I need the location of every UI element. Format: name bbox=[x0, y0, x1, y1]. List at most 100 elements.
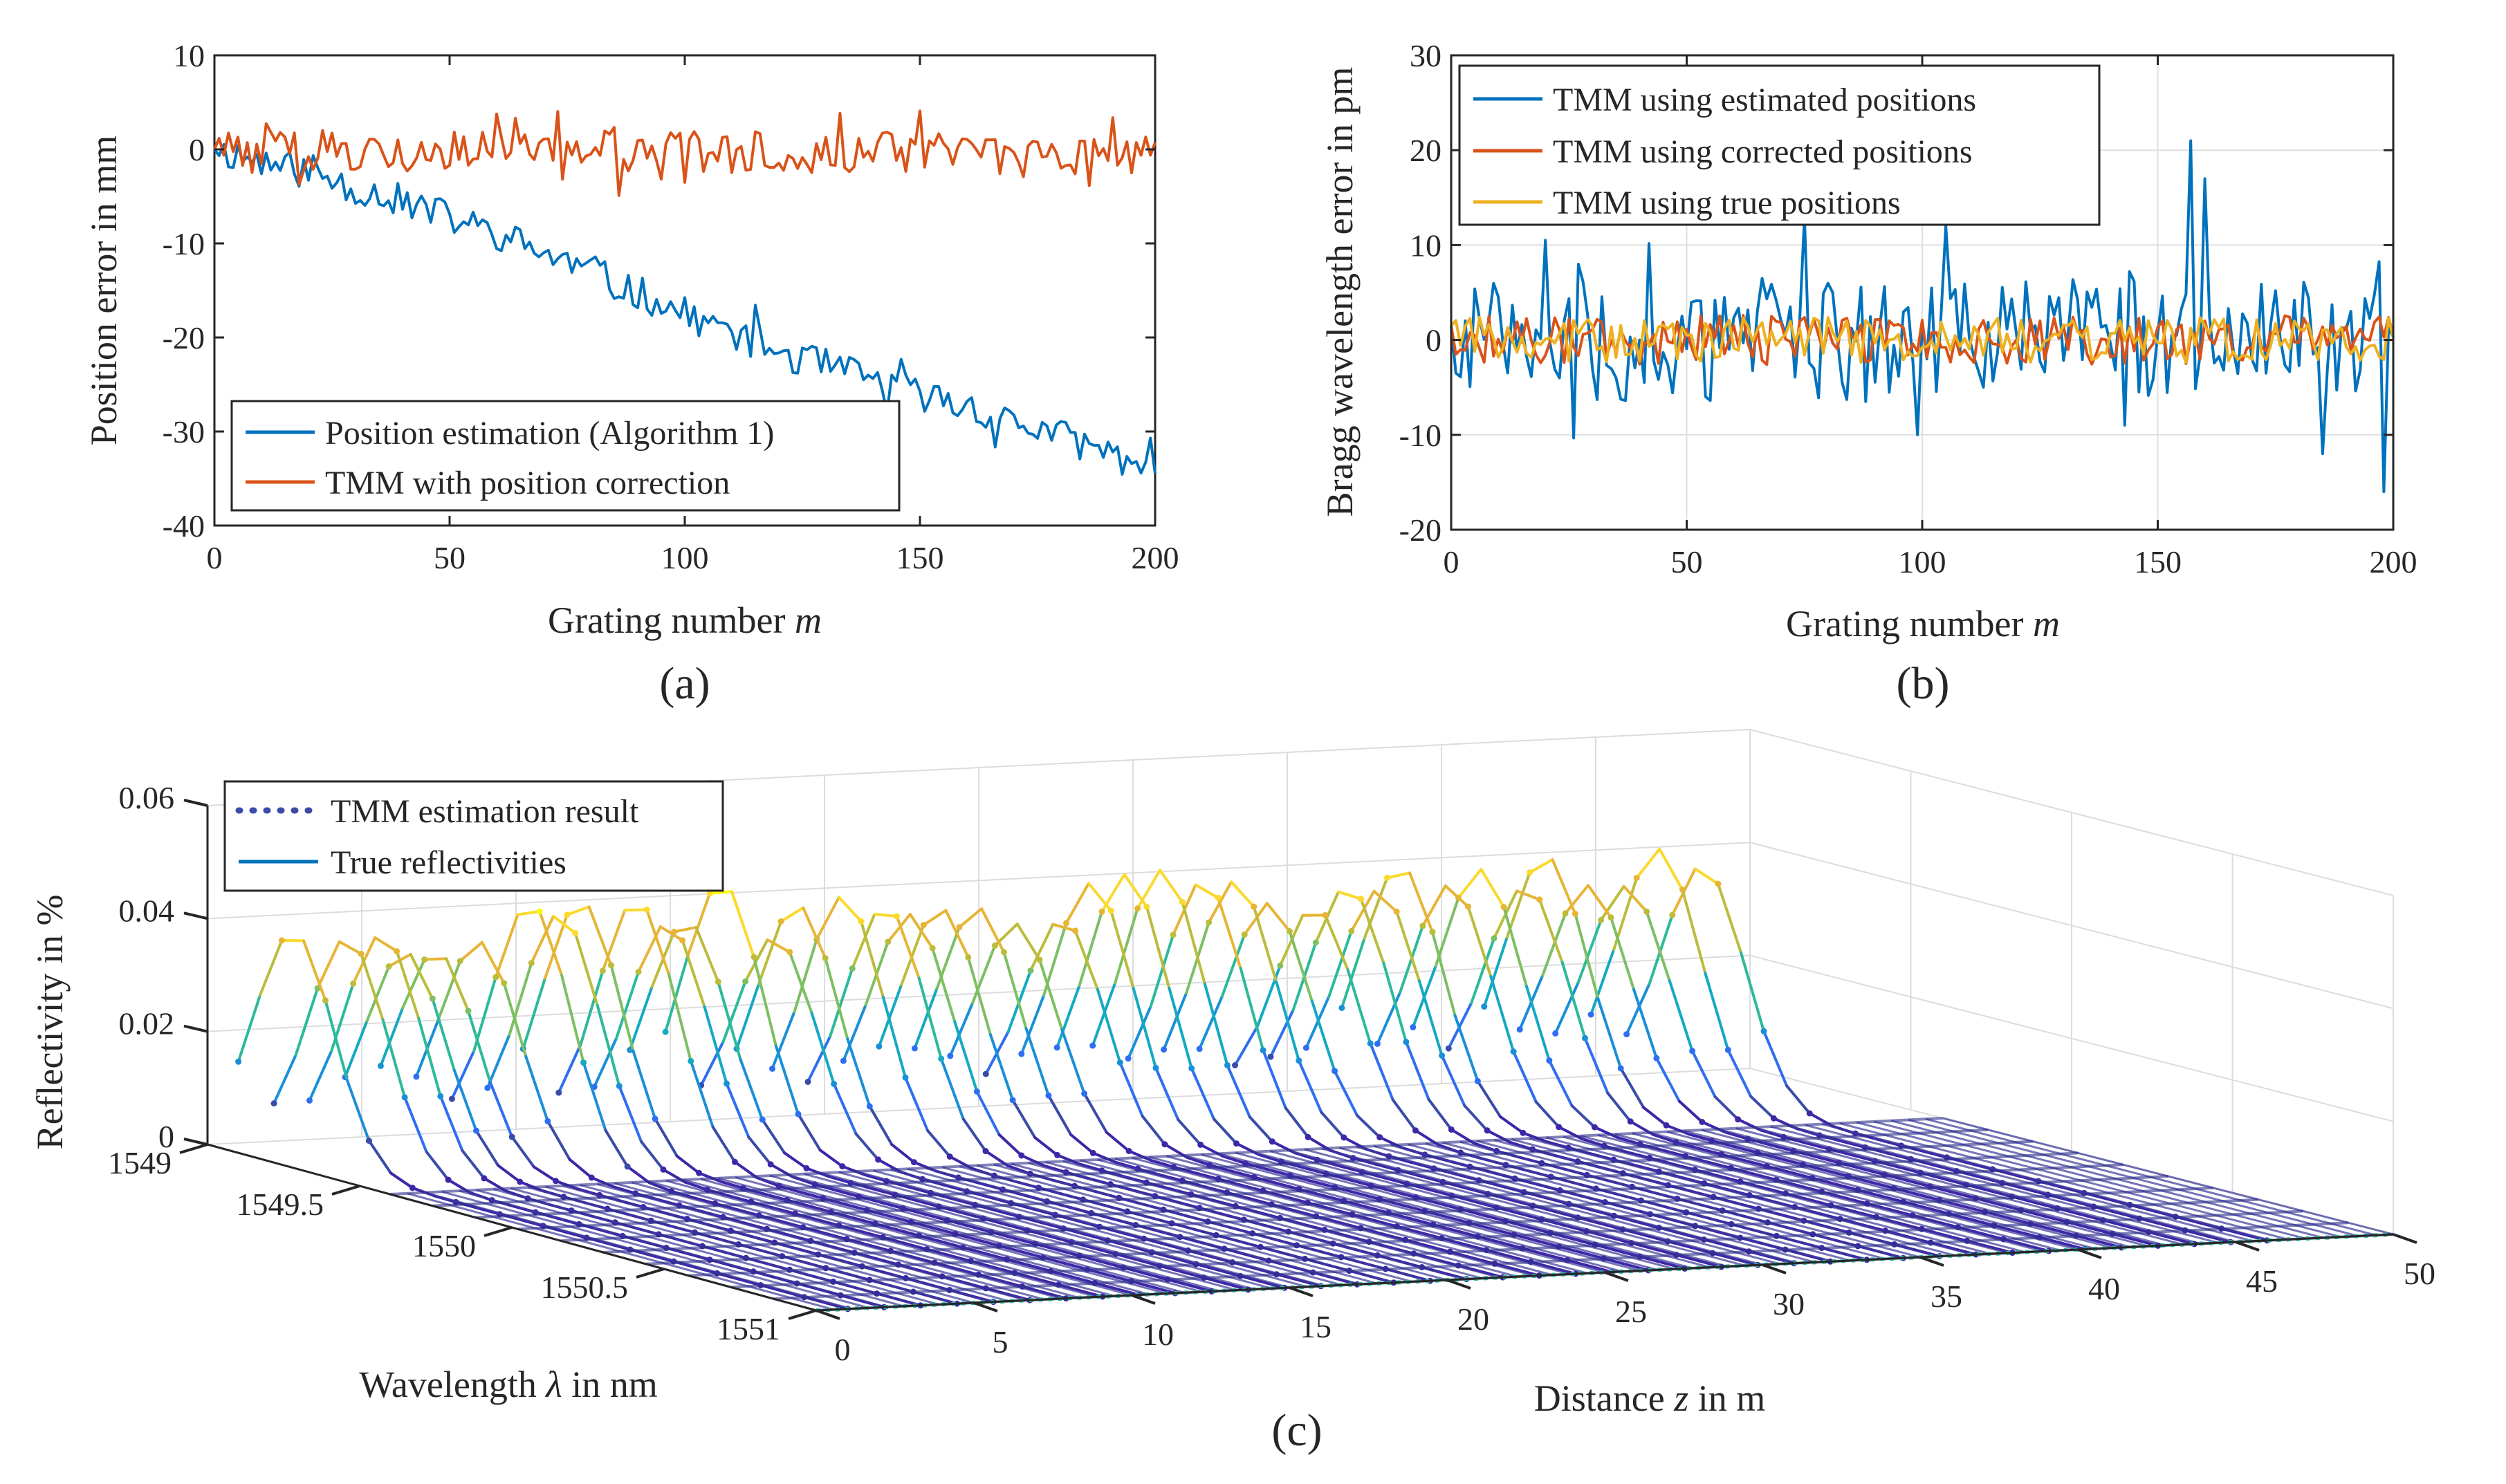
reflectivity-curve-segment bbox=[308, 1050, 333, 1102]
reflectivity-curve-segment bbox=[1190, 1066, 1216, 1121]
reflectivity-curve-segment bbox=[1198, 995, 1224, 1050]
reflectivity-curve-segment bbox=[452, 1068, 478, 1133]
reflectivity-curve-segment bbox=[1762, 1030, 1789, 1088]
tmm-estimation-point bbox=[1072, 927, 1079, 934]
reflectivity-curve-segment bbox=[1233, 1024, 1260, 1067]
reflectivity-curve-segment bbox=[1740, 951, 1765, 1033]
reflectivity-curve-segment bbox=[1162, 992, 1188, 1051]
tmm-estimation-point bbox=[1679, 887, 1686, 893]
reflectivity-curve-segment bbox=[365, 965, 391, 1023]
reflectivity-curve-segment bbox=[1807, 1198, 1832, 1207]
reflectivity-curve-segment bbox=[658, 925, 684, 942]
x-tick-label: 200 bbox=[2370, 544, 2417, 579]
reflectivity-curve-segment bbox=[694, 926, 720, 983]
reflectivity-curve-segment bbox=[1186, 1156, 1211, 1167]
reflectivity-curve-segment bbox=[1337, 890, 1363, 900]
reflectivity-curve-segment bbox=[587, 905, 613, 967]
reflectivity-curve-segment bbox=[2088, 1226, 2114, 1236]
reflectivity-curve-segment bbox=[1619, 1066, 1646, 1109]
reflectivity-curve-segment bbox=[1064, 1262, 1089, 1271]
tmm-estimation-point bbox=[1251, 903, 1257, 910]
reflectivity-curve-segment bbox=[1445, 1215, 1471, 1225]
reflectivity-curve-segment bbox=[1426, 1244, 1452, 1254]
reflectivity-curve-segment bbox=[1693, 867, 1720, 886]
reflectivity-curve-segment bbox=[711, 1125, 737, 1164]
wavelength-tick-mark bbox=[788, 1309, 817, 1320]
tmm-estimation-point bbox=[599, 967, 606, 974]
reflectivity-curve-segment bbox=[1979, 1232, 2005, 1241]
panel-c-zlabel: Reflectivity in % bbox=[29, 895, 71, 1150]
x-tick-label: 200 bbox=[1132, 540, 1179, 575]
reflectivity-curve-segment bbox=[502, 981, 528, 1058]
reflectivity-curve-segment bbox=[401, 958, 426, 1010]
reflectivity-curve-segment bbox=[788, 950, 813, 1014]
reflectivity-curve-segment bbox=[1123, 873, 1148, 909]
distance-tick-mark bbox=[1762, 1263, 1787, 1274]
reflectivity-curve-segment bbox=[694, 1265, 719, 1275]
distance-tick-mark bbox=[1131, 1294, 1156, 1305]
reflectivity-curve-segment bbox=[2043, 1214, 2068, 1224]
reflectivity-curve-segment bbox=[1409, 1217, 1435, 1226]
tmm-estimation-point bbox=[1322, 911, 1329, 918]
reflectivity-curve-segment bbox=[1788, 1171, 1814, 1180]
reflectivity-curve-segment bbox=[1454, 1229, 1480, 1239]
reflectivity-curve-segment bbox=[1029, 922, 1055, 972]
reflectivity-curve-segment bbox=[1136, 1259, 1161, 1268]
reflectivity-curve-segment bbox=[1997, 1203, 2023, 1212]
reflectivity-curve-segment bbox=[1547, 1059, 1574, 1108]
reflectivity-curve-segment bbox=[851, 913, 876, 970]
reflectivity-curve-segment bbox=[1834, 1182, 1859, 1191]
tmm-estimation-point bbox=[1009, 1097, 1016, 1104]
reflectivity-curve-segment bbox=[1535, 1239, 1560, 1248]
reflectivity-curve-segment bbox=[703, 1005, 728, 1085]
tmm-estimation-point bbox=[1607, 914, 1614, 921]
reflectivity-curve-segment bbox=[611, 1185, 637, 1195]
reflectivity-curve-segment bbox=[1607, 1236, 1633, 1245]
reflectivity-curve-segment bbox=[1814, 1155, 1841, 1165]
reflectivity-curve-segment bbox=[926, 1129, 952, 1158]
reflectivity-curve-segment bbox=[1498, 1241, 1524, 1250]
reflectivity-curve-segment bbox=[1340, 936, 1366, 1010]
reflectivity-curve-segment bbox=[1704, 972, 1730, 1052]
reflectivity-curve-segment bbox=[932, 1226, 957, 1236]
y-tick-label: -10 bbox=[1399, 418, 1441, 453]
tmm-estimation-point bbox=[831, 1080, 838, 1087]
reflectivity-curve-segment bbox=[771, 1206, 797, 1215]
reflectivity-curve-segment bbox=[1385, 871, 1412, 880]
tmm-estimation-point bbox=[910, 1159, 917, 1166]
tmm-estimation-point bbox=[715, 978, 721, 985]
reflectivity-curve-segment bbox=[739, 1057, 764, 1122]
reflectivity-curve-segment bbox=[1606, 1091, 1632, 1123]
reflectivity-curve-segment bbox=[367, 1139, 392, 1175]
reflectivity-curve-segment bbox=[667, 972, 692, 1063]
tmm-estimation-point bbox=[358, 950, 365, 957]
reflectivity-curve-segment bbox=[1217, 1268, 1242, 1278]
y-tick-label: 20 bbox=[1410, 133, 1441, 168]
tmm-estimation-point bbox=[1520, 1129, 1527, 1136]
reflectivity-curve-segment bbox=[1888, 1208, 1914, 1217]
reflectivity-curve-segment bbox=[1978, 1176, 2004, 1185]
reflectivity-curve-segment bbox=[1056, 1153, 1081, 1166]
reflectivity-curve-segment bbox=[1127, 1149, 1153, 1162]
reflectivity-curve-segment bbox=[510, 1135, 535, 1169]
tmm-estimation-point bbox=[660, 1166, 667, 1173]
tmm-estimation-point bbox=[982, 1070, 989, 1077]
y-tick-label: -20 bbox=[163, 320, 205, 355]
reflectivity-curve-segment bbox=[1625, 982, 1651, 1036]
panel-b-xlabel-var: m bbox=[2033, 603, 2060, 644]
distance-tick-mark bbox=[2235, 1241, 2260, 1252]
reflectivity-curve-segment bbox=[793, 938, 818, 1013]
panel-c-ylabel-text: Wavelength bbox=[359, 1364, 537, 1405]
reflectivity-curve-segment bbox=[1587, 884, 1612, 919]
tmm-estimation-point bbox=[508, 1133, 515, 1140]
reflectivity-curve-segment bbox=[623, 908, 649, 912]
tmm-estimation-point bbox=[1633, 875, 1640, 882]
tmm-estimation-point bbox=[643, 907, 650, 913]
reflectivity-curve-segment bbox=[650, 1254, 675, 1263]
reflectivity-curve-segment bbox=[645, 908, 670, 976]
tmm-estimation-point bbox=[1627, 1118, 1634, 1125]
reflectivity-curve-segment bbox=[873, 913, 899, 918]
reflectivity-curve-segment bbox=[1395, 910, 1421, 983]
x-tick-label: 100 bbox=[1899, 544, 1946, 579]
